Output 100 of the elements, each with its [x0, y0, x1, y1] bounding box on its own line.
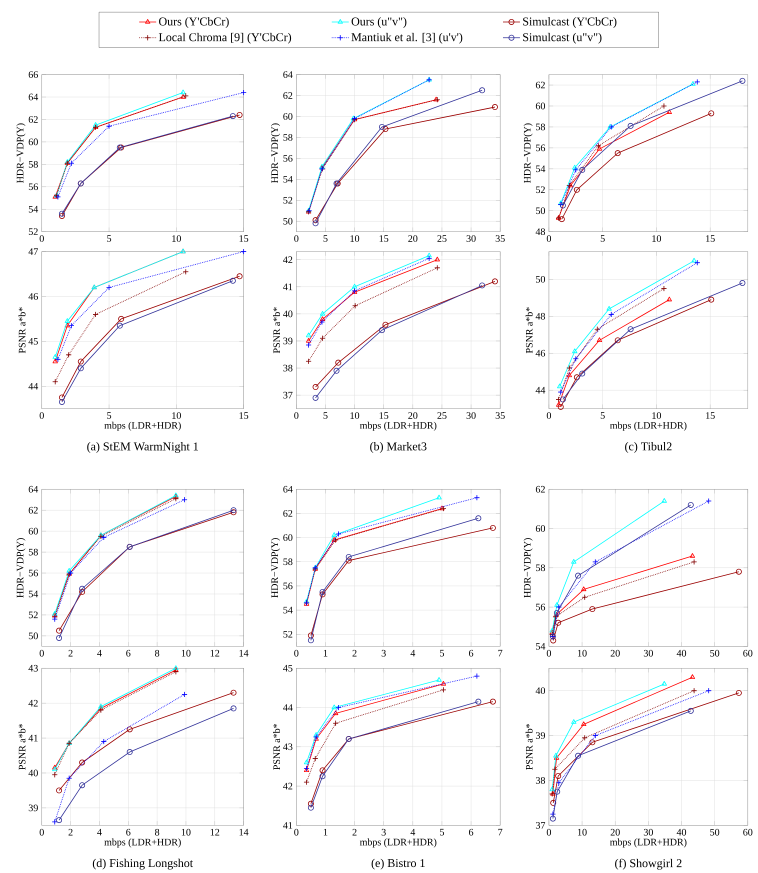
y-axis-title: HDR−VDP(Y)	[524, 123, 533, 184]
y-tick-label: 38	[536, 777, 546, 784]
x-tick-label: 20	[610, 828, 620, 836]
x-axis-title: mbps (LDR+HDR)	[104, 422, 181, 431]
x-tick-label: 25	[438, 412, 447, 419]
y-axis-title: PSNR a*b*	[18, 307, 26, 354]
x-tick-label: 5	[324, 235, 328, 242]
x-tick-label: 1	[324, 650, 328, 656]
x-tick-label: 0	[294, 828, 299, 836]
y-tick-label: 56	[284, 582, 293, 590]
x-axis-title: mbps (LDR+HDR)	[610, 422, 687, 431]
x-tick-label: 5	[600, 235, 605, 242]
x-tick-label: 5	[324, 412, 328, 419]
y-tick-label: 60	[536, 102, 546, 110]
x-tick-label: 0	[40, 235, 44, 242]
y-tick-label: 58	[29, 161, 38, 168]
y-tick-label: 45	[28, 338, 38, 345]
x-tick-label: 10	[652, 235, 662, 242]
y-tick-label: 40	[28, 770, 38, 776]
y-tick-label: 50	[536, 276, 546, 283]
x-tick-label: 15	[240, 235, 248, 242]
y-tick-label: 44	[28, 382, 38, 390]
text: (d) Fishing Longshot	[92, 858, 194, 870]
x-tick-label: 0	[546, 828, 552, 836]
x-tick-label: 0	[546, 235, 552, 242]
y-tick-label: 43	[283, 743, 293, 750]
x-tick-label: 2	[68, 650, 73, 656]
x-tick-label: 30	[644, 650, 654, 657]
y-tick-label: 37	[536, 822, 546, 829]
x-tick-label: 0	[546, 412, 552, 419]
y-tick-label: 54	[284, 606, 293, 614]
x-tick-label: 30	[466, 412, 476, 419]
text: (a) StEM WarmNight 1	[87, 442, 198, 453]
y-tick-label: 56	[536, 144, 546, 152]
y-tick-label: 52	[284, 630, 292, 638]
y-tick-label: 62	[283, 92, 292, 99]
x-tick-label: 0	[40, 412, 44, 419]
x-tick-label: 5	[600, 412, 605, 419]
x-tick-label: 20	[610, 650, 620, 657]
y-tick-label: 64	[28, 486, 38, 493]
y-tick-label: 60	[28, 138, 38, 146]
y-tick-label: 40	[536, 687, 546, 694]
y-tick-label: 42	[283, 256, 292, 263]
x-tick-label: 10	[578, 650, 587, 657]
y-tick-label: 60	[283, 534, 293, 541]
y-tick-label: 62	[28, 506, 38, 514]
x-axis-title: mbps (LDR+HDR)	[360, 838, 437, 848]
x-axis-title: mbps (LDR+HDR)	[104, 838, 181, 848]
x-tick-label: 40	[676, 828, 686, 836]
y-axis-title: PSNR a*b*	[526, 307, 533, 354]
legend-label: Ours (Y'CbCr)	[159, 17, 229, 28]
y-tick-label: 66	[28, 71, 38, 78]
x-tick-label: 15	[706, 235, 715, 242]
y-tick-label: 64	[283, 71, 293, 78]
y-tick-label: 62	[536, 82, 545, 88]
y-axis-title: HDR−VDP(Y)	[16, 123, 26, 184]
y-axis-title: PSNR a*b*	[18, 724, 26, 770]
x-tick-label: 15	[380, 235, 388, 242]
x-tick-label: 7	[498, 828, 503, 836]
x-tick-label: 4	[97, 650, 102, 656]
y-tick-label: 44	[536, 386, 546, 394]
y-tick-label: 54	[29, 206, 38, 213]
x-tick-label: 0	[294, 235, 299, 242]
y-tick-label: 54	[536, 166, 546, 172]
y-tick-label: 41	[283, 284, 292, 290]
y-tick-label: 41	[28, 734, 38, 742]
x-tick-label: 14	[240, 650, 249, 656]
y-tick-label: 62	[536, 486, 545, 493]
y-tick-label: 58	[284, 558, 293, 566]
y-tick-label: 50	[29, 632, 38, 640]
x-tick-label: 8	[155, 650, 160, 657]
y-axis-title: HDR−VDP(Y)	[524, 538, 533, 598]
x-tick-label: 14	[240, 828, 249, 836]
x-tick-label: 30	[466, 235, 476, 242]
x-tick-label: 10	[652, 412, 662, 419]
y-tick-label: 60	[28, 528, 38, 534]
x-axis-title: mbps (LDR+HDR)	[610, 838, 687, 848]
x-tick-label: 2	[352, 828, 357, 836]
y-axis-title: PSNR a*b*	[273, 307, 280, 354]
y-tick-label: 64	[283, 486, 293, 493]
y-tick-label: 60	[536, 525, 546, 532]
y-axis-title: HDR−VDP(Y)	[271, 538, 280, 598]
x-tick-label: 15	[240, 412, 248, 419]
y-tick-label: 40	[283, 310, 293, 318]
y-tick-label: 60	[283, 113, 293, 120]
x-tick-label: 30	[644, 828, 654, 836]
x-tick-label: 0	[40, 650, 44, 657]
y-tick-label: 45	[283, 664, 293, 672]
x-tick-label: 4	[410, 650, 416, 656]
x-tick-label: 50	[710, 828, 720, 836]
y-tick-label: 56	[536, 604, 546, 610]
y-axis-title: PSNR a*b*	[273, 724, 280, 770]
y-tick-label: 42	[283, 782, 292, 790]
x-tick-label: 0	[294, 412, 299, 419]
x-tick-label: 35	[496, 235, 505, 242]
x-tick-label: 4	[97, 828, 102, 836]
legend-label: Simulcast (Y'CbCr)	[523, 17, 617, 28]
x-tick-label: 15	[706, 412, 715, 419]
x-tick-label: 5	[107, 235, 112, 242]
x-tick-label: 10	[350, 235, 360, 242]
